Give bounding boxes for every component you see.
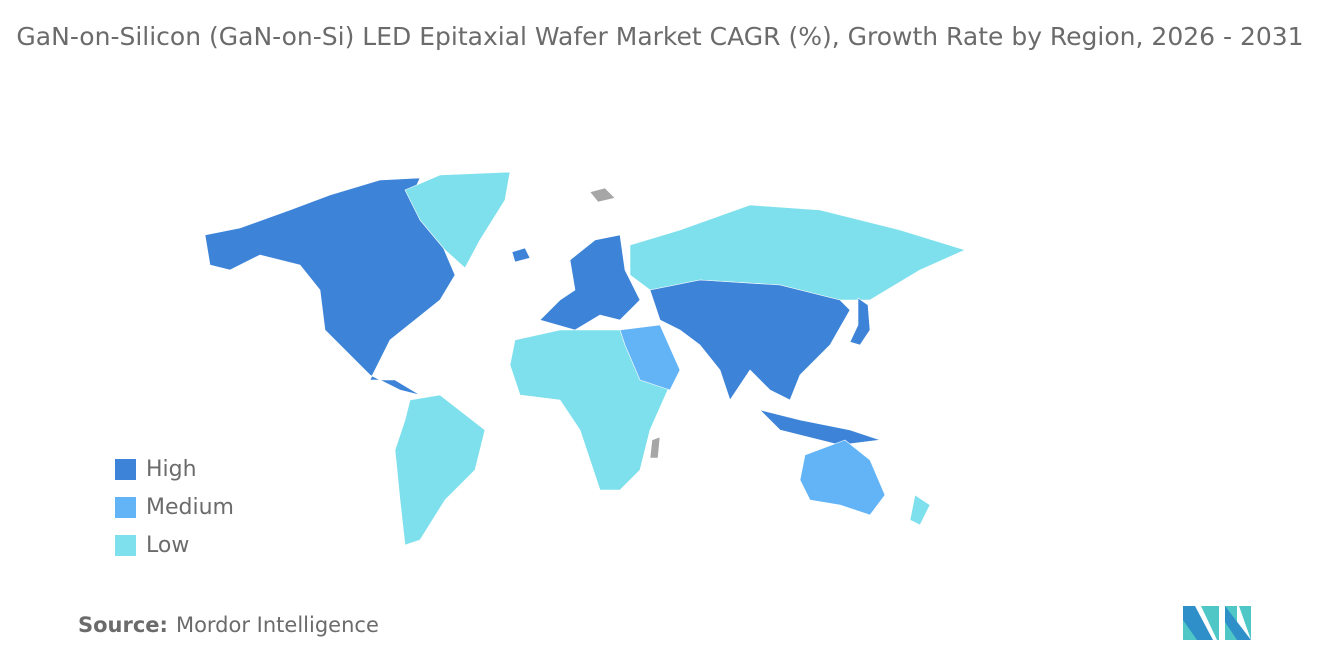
region-japan: [849, 297, 871, 346]
region-europe: [539, 234, 641, 331]
source-label: Source:: [78, 613, 168, 637]
legend: High Medium Low: [115, 450, 234, 564]
chart-title: GaN-on-Silicon (GaN-on-Si) LED Epitaxial…: [16, 22, 1304, 51]
source-note: Source: Mordor Intelligence: [78, 613, 379, 637]
legend-swatch-medium: [115, 496, 136, 518]
legend-item-medium: Medium: [115, 488, 234, 526]
region-no-data-arctic: [589, 187, 616, 203]
legend-label-high: High: [146, 456, 197, 482]
mordor-intelligence-logo: [1183, 606, 1251, 640]
legend-item-low: Low: [115, 526, 234, 564]
region-asia: [649, 279, 851, 401]
region-middle-east: [619, 324, 681, 391]
legend-swatch-high: [115, 458, 136, 480]
legend-label-medium: Medium: [146, 494, 234, 520]
region-north-america: [204, 177, 456, 396]
region-australia: [799, 439, 886, 516]
region-new-zealand: [909, 494, 931, 526]
legend-swatch-low: [115, 534, 136, 556]
region-greenland: [404, 171, 511, 269]
region-southeast-asia-islands: [759, 409, 881, 446]
region-south-america: [394, 394, 486, 546]
source-value: Mordor Intelligence: [175, 613, 379, 637]
legend-item-high: High: [115, 450, 234, 488]
region-iceland: [511, 247, 531, 263]
legend-label-low: Low: [146, 532, 190, 558]
region-no-data-madagascar: [649, 436, 661, 459]
